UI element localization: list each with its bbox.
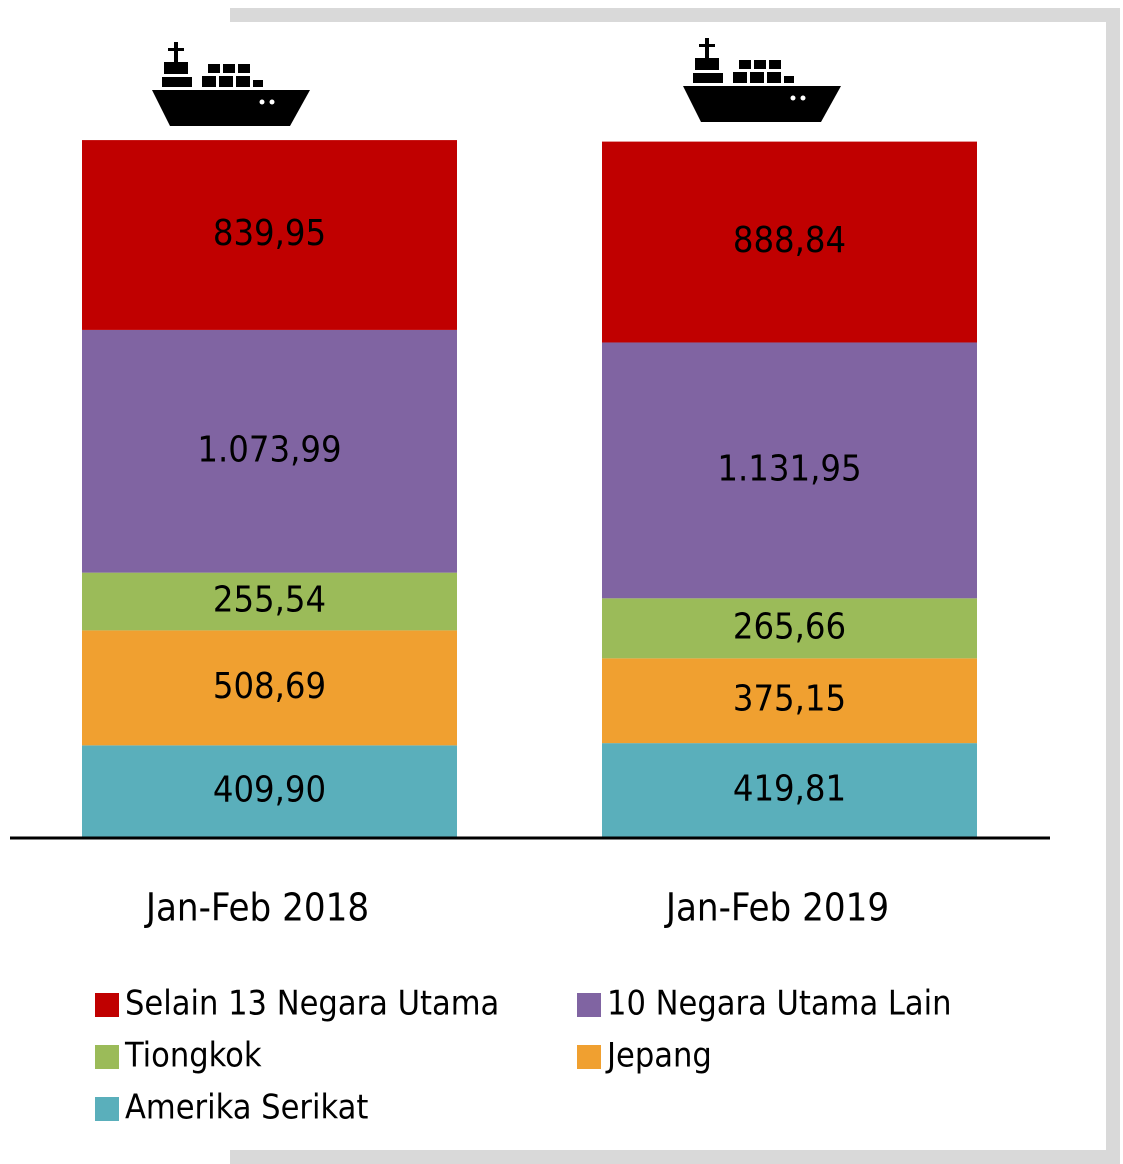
bar-segment	[602, 598, 977, 659]
legend-label: 10 Negara Utama Lain	[607, 984, 952, 1024]
value-label: 255,54	[213, 580, 326, 621]
bar-segment	[602, 658, 977, 744]
legend-label: Selain 13 Negara Utama	[125, 984, 499, 1024]
legend-swatch	[95, 1045, 119, 1069]
legend-swatch	[577, 993, 601, 1017]
bar-segment	[82, 630, 457, 746]
bars	[82, 140, 977, 838]
value-label: 409,90	[213, 770, 326, 811]
ship-icon	[152, 42, 310, 126]
bar-segment	[602, 141, 977, 343]
legend-label: Amerika Serikat	[125, 1088, 368, 1128]
value-label: 839,95	[213, 213, 326, 254]
bar-segment	[82, 572, 457, 631]
legend-swatch	[95, 1097, 119, 1121]
value-label: 1.131,95	[717, 448, 861, 489]
bar-segment	[602, 743, 977, 838]
bar-segment	[82, 329, 457, 573]
bar-segment	[82, 745, 457, 838]
value-label: 375,15	[733, 679, 846, 720]
bar-segment	[82, 140, 457, 330]
legend-label: Tiongkok	[124, 1036, 262, 1076]
value-label: 265,66	[733, 606, 846, 647]
value-label: 508,69	[213, 666, 326, 707]
frame-bottom	[230, 1150, 1120, 1164]
x-tick-label: Jan-Feb 2018	[144, 886, 369, 930]
legend-swatch	[577, 1045, 601, 1069]
frame-top	[230, 8, 1120, 22]
x-tick-label: Jan-Feb 2019	[664, 886, 889, 930]
value-label: 888,84	[733, 220, 846, 261]
legend-label: Jepang	[605, 1036, 712, 1076]
ship-icon	[683, 38, 841, 122]
frame-right	[1106, 8, 1120, 1164]
value-label: 419,81	[733, 769, 846, 810]
bar-segment	[602, 342, 977, 599]
legend-swatch	[95, 993, 119, 1017]
value-label: 1.073,99	[197, 429, 341, 470]
